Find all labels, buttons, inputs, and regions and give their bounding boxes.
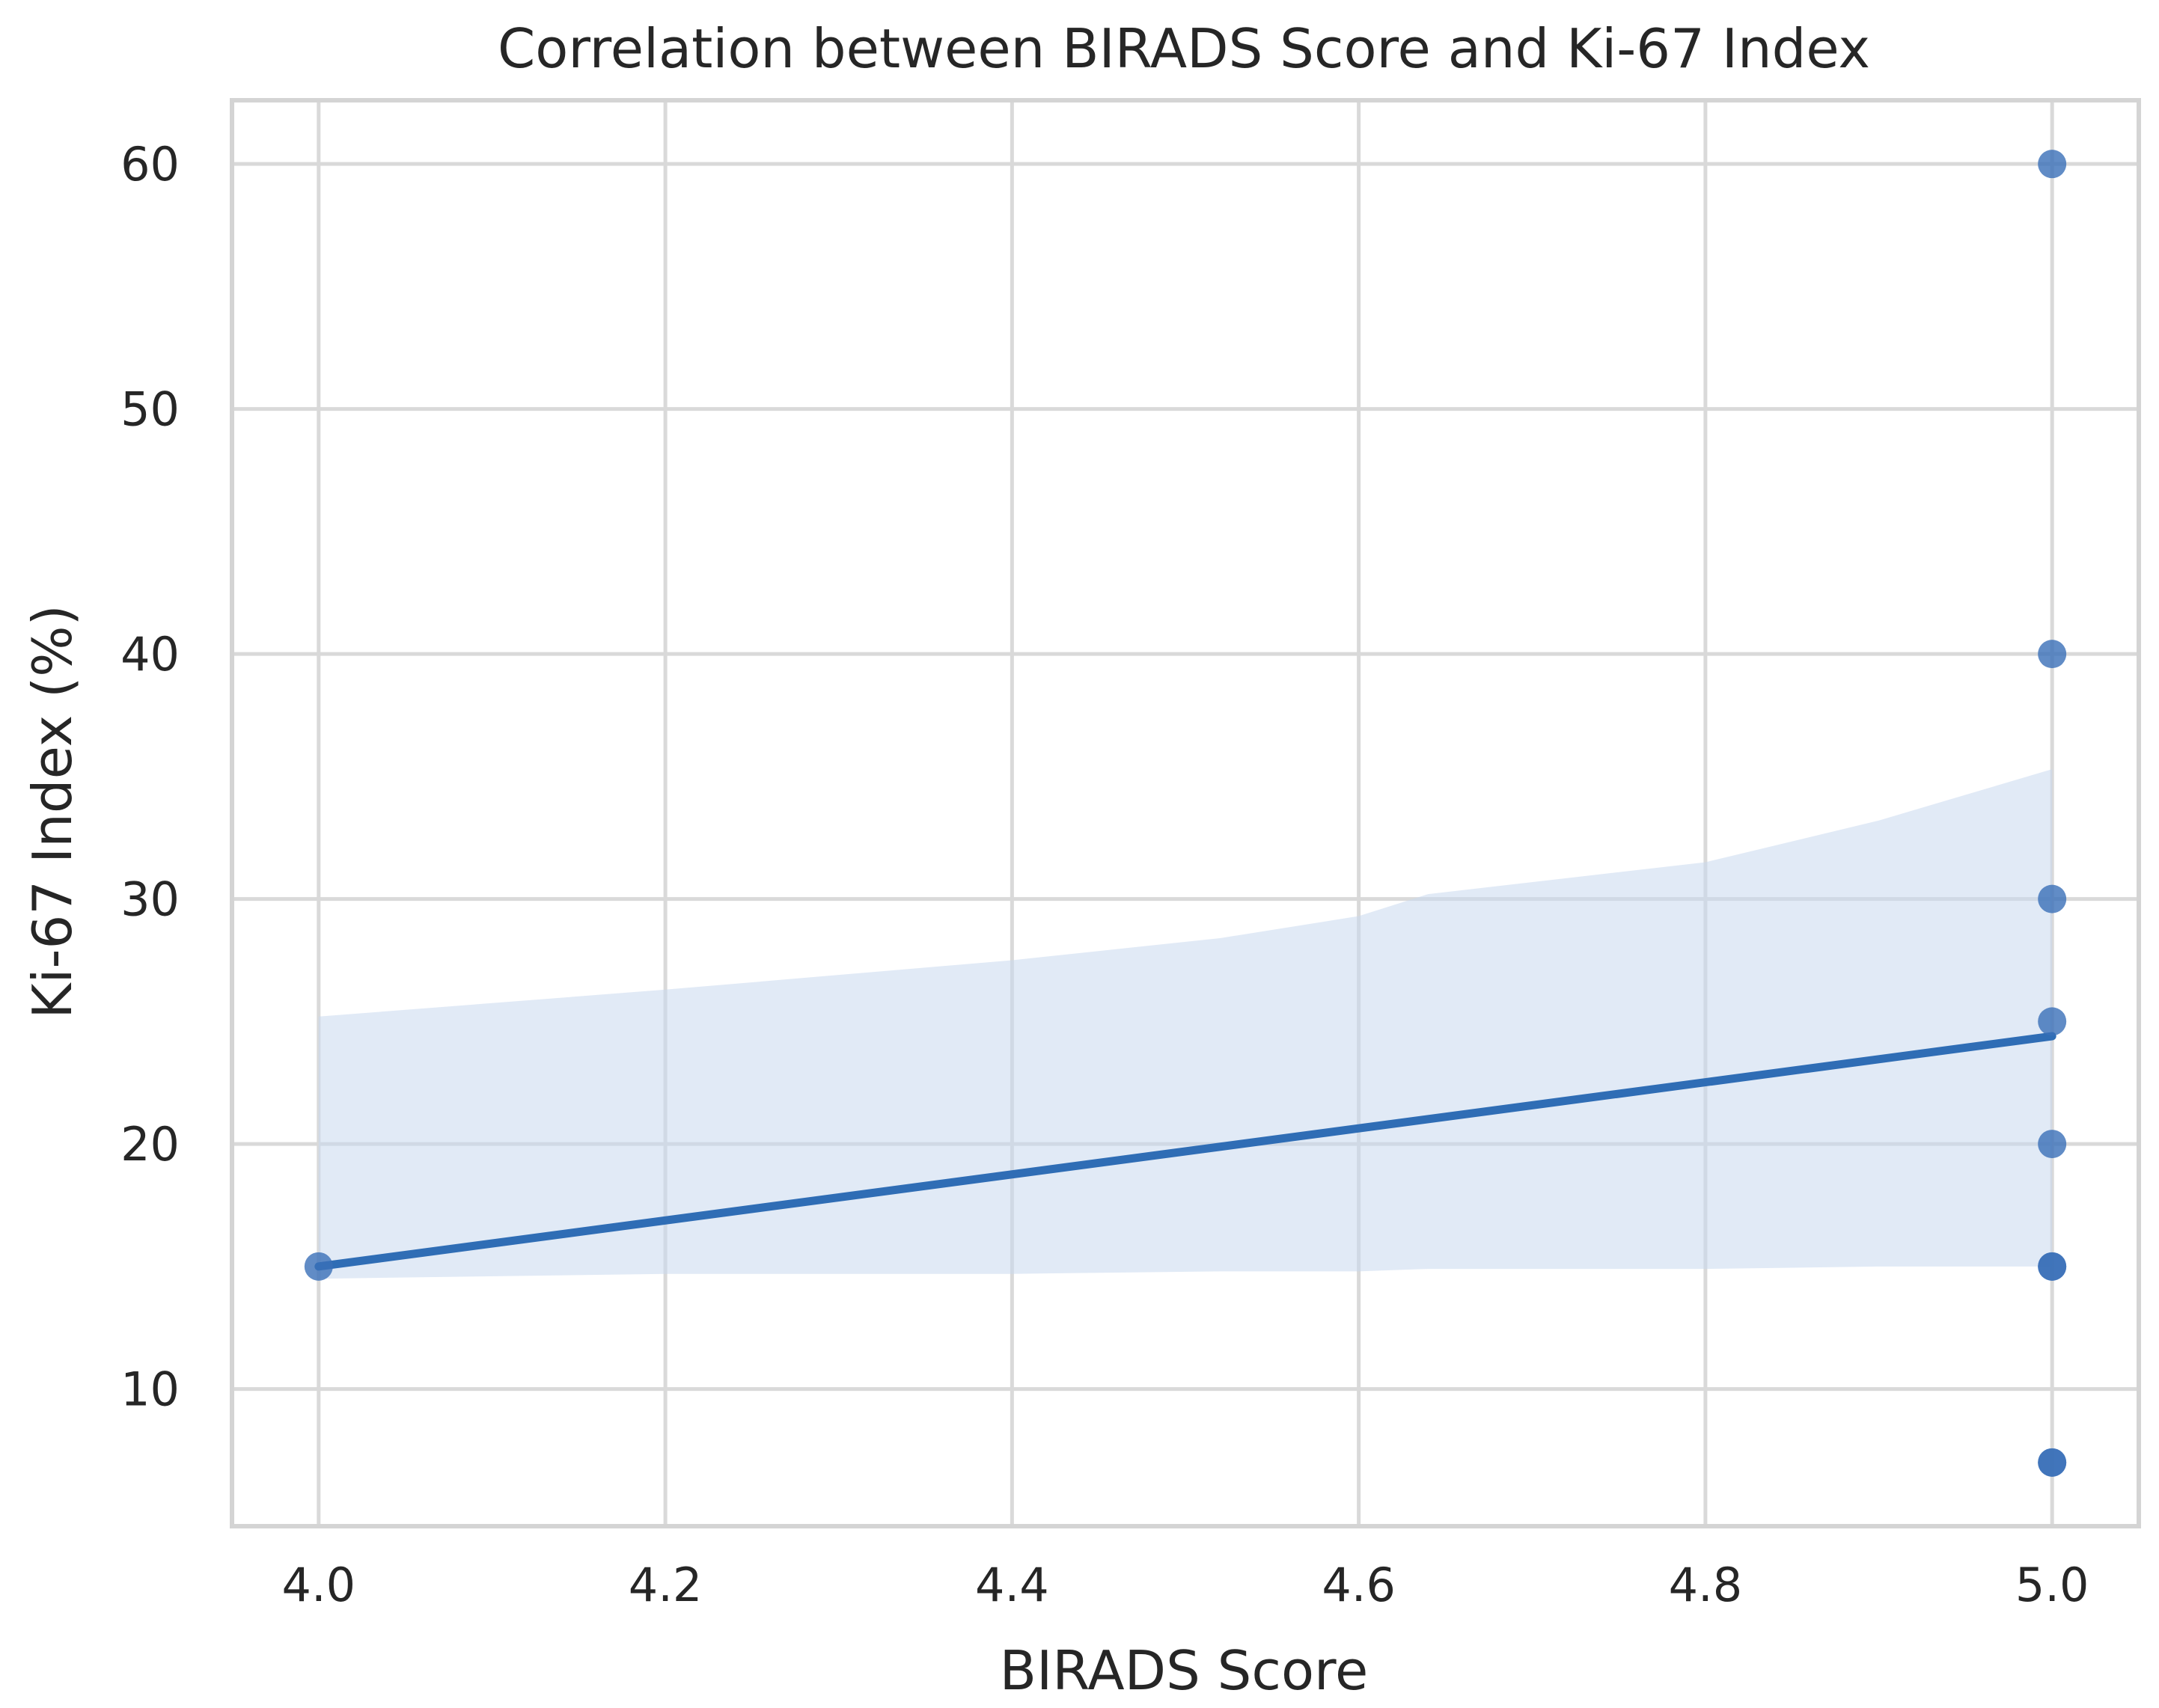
chart-title: Correlation between BIRADS Score and Ki-…	[498, 17, 1870, 80]
data-point	[2038, 1448, 2067, 1477]
x-tick-label: 4.4	[975, 1558, 1049, 1612]
plot-frame	[230, 98, 2141, 1528]
x-tick-label: 4.0	[282, 1558, 356, 1612]
data-point	[2038, 1007, 2067, 1036]
data-point	[2038, 1130, 2067, 1159]
plot-area: 4.0 4.2 4.4 4.6 4.8 5.0 10 20 30 40 50 60	[120, 98, 2141, 1612]
x-tick-label: 4.2	[629, 1558, 703, 1612]
data-point	[2038, 1252, 2067, 1281]
y-axis-label: Ki-67 Index (%)	[21, 604, 84, 1018]
regression-line	[314, 1032, 2056, 1271]
x-tick-label: 4.8	[1669, 1558, 1743, 1612]
y-tick-label: 10	[120, 1362, 180, 1417]
data-point	[2038, 640, 2067, 669]
x-tick-label: 5.0	[2015, 1558, 2089, 1612]
y-tick-label: 60	[120, 137, 180, 192]
y-tick-label: 30	[120, 872, 180, 927]
y-tick-label: 40	[120, 627, 180, 682]
y-tick-label: 20	[120, 1117, 180, 1172]
x-tick-label: 4.6	[1322, 1558, 1396, 1612]
data-point	[304, 1252, 333, 1281]
confidence-band	[318, 769, 2053, 1279]
x-axis-label: BIRADS Score	[1000, 1639, 1369, 1702]
y-tick-label: 50	[120, 382, 180, 437]
plot-background	[232, 100, 2139, 1526]
data-point	[2038, 884, 2067, 913]
data-point	[2038, 150, 2067, 179]
